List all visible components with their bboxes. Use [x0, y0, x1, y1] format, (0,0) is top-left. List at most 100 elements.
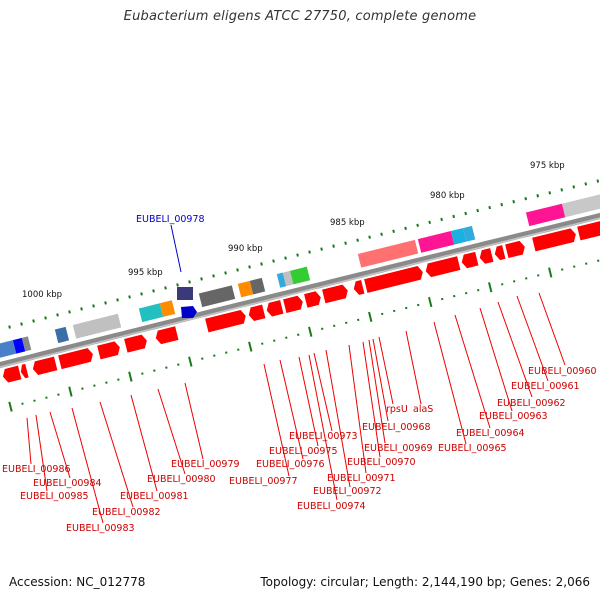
gene-label-leader [454, 314, 491, 429]
genome-backbone [0, 212, 600, 369]
gene-label-leader [99, 401, 134, 508]
gene-label-leader [405, 330, 422, 405]
scale-tick-inner [188, 280, 191, 284]
scale-tick-inner [380, 232, 383, 236]
scale-tick-inner [140, 292, 143, 296]
gene-arrow-outer-1 [20, 363, 29, 379]
gene-label: EUBELI_00983 [66, 523, 135, 534]
scale-tick-inner [212, 274, 215, 278]
gene-label: EUBELI_00960 [528, 366, 597, 377]
accession-label: Accession: NC_012778 [9, 575, 146, 589]
gene-block-inner-12 [290, 266, 311, 285]
gene-label-leader [263, 363, 290, 477]
gene-label: EUBELI_00971 [327, 473, 396, 484]
scale-tick-inner [248, 265, 251, 269]
gene-arrow-outer-16 [461, 251, 479, 269]
gene-label: EUBELI_00982 [92, 507, 161, 518]
scale-tick-inner [296, 253, 299, 257]
scale-tick-inner [164, 286, 167, 290]
gene-block-inner-4 [72, 313, 122, 339]
gene-label: EUBELI_00974 [297, 501, 366, 512]
gene-arrow-outer-9 [266, 300, 284, 317]
gene-label-leader [184, 382, 204, 460]
gene-block-inner-17 [525, 203, 566, 227]
gene-block-inner-8 [237, 280, 254, 298]
gene-label: EUBELI_00969 [364, 443, 433, 454]
scale-tick-inner [344, 241, 347, 245]
scale-tick-inner [80, 307, 83, 311]
gene-block-inner-14 [417, 231, 455, 253]
gene-label: EUBELI_00985 [20, 491, 89, 502]
scale-tick-inner [200, 277, 203, 281]
scale-tick-major [548, 267, 553, 278]
scale-tick-inner [116, 298, 119, 302]
gene-label: EUBELI_00986 [2, 464, 71, 475]
gene-arrow-outer-7 [205, 309, 246, 333]
gene-arrow-outer-11 [304, 291, 321, 308]
scale-label: 980 kbp [430, 191, 465, 201]
gene-label-leader [26, 417, 32, 465]
gene-label: EUBELI_00972 [313, 486, 382, 497]
gene-arrow-outer-13 [353, 280, 365, 295]
gene-arrow-outer-14 [364, 266, 423, 293]
gene-label: EUBELI_00979 [171, 459, 240, 470]
gene-label-leader [279, 359, 304, 460]
scale-tick-inner [152, 289, 155, 293]
gene-label-leader [433, 321, 467, 445]
gene-block-inner-9 [249, 277, 266, 295]
scale-tick-inner [572, 185, 576, 189]
gene-arrow-outer-8 [248, 304, 266, 321]
scale-tick-inner [308, 250, 311, 254]
scale-tick-inner [272, 259, 275, 263]
gene-arrow-outer-3 [58, 348, 93, 370]
scale-tick-inner [512, 199, 516, 204]
scale-tick-inner [320, 247, 323, 251]
gene-label-leader [378, 336, 394, 405]
scale-tick-inner [44, 316, 47, 320]
gene-label-leader [35, 414, 48, 492]
scale-tick-inner [452, 214, 455, 219]
gene-label-leader [362, 341, 381, 458]
gene-label: EUBELI_00981 [120, 491, 189, 502]
gene-arrow-outer-12 [322, 284, 348, 304]
gene-label: EUBELI_00964 [456, 428, 525, 439]
gene-arrow-outer-19 [505, 240, 525, 259]
gene-00978-block [177, 287, 193, 300]
scale-tick-major [428, 296, 433, 308]
scale-tick-inner [368, 235, 371, 239]
gene-label-leader [298, 356, 319, 447]
gene-label-leader [325, 349, 351, 488]
gene-arrow-outer-4 [97, 341, 120, 360]
scale-label: 995 kbp [128, 268, 163, 278]
scale-tick-inner [476, 208, 480, 213]
scale-tick-major [488, 282, 493, 293]
gene-block-inner-15 [450, 228, 467, 245]
gene-label: EUBELI_00984 [33, 478, 102, 489]
scale-tick-major [8, 401, 13, 412]
gene-arrow-outer-15 [425, 256, 461, 278]
scale-tick-inner [224, 271, 227, 275]
gene-label: EUBELI_00976 [256, 459, 325, 470]
scale-tick-inner [356, 238, 359, 242]
scale-tick-major [308, 326, 313, 337]
topology-label: Topology: circular; Length: 2,144,190 bp… [260, 575, 590, 589]
gene-label-leader [308, 354, 338, 501]
gene-label: EUBELI_00962 [497, 398, 566, 409]
gene-label: EUBELI_00968 [362, 422, 431, 433]
scale-tick-inner [464, 211, 467, 216]
scale-tick-major [188, 356, 193, 367]
scale-tick-inner [536, 194, 540, 198]
scale-tick-inner [332, 244, 335, 248]
gene-block-inner-7 [198, 285, 236, 308]
scale-tick-inner [524, 197, 528, 201]
scale-tick-inner [56, 313, 59, 317]
genome-title: Eubacterium eligens ATCC 27750, complete… [123, 9, 477, 24]
gene-block-inner-6 [159, 300, 176, 317]
gene-label: rpsU [386, 404, 408, 415]
scale-label: 975 kbp [530, 161, 565, 171]
scale-tick-inner [440, 217, 443, 222]
scale-tick-major [68, 386, 73, 397]
gene-arrow-outer-0 [2, 365, 22, 383]
gene-block-inner-11 [282, 270, 294, 287]
scale-tick-inner [392, 229, 395, 233]
